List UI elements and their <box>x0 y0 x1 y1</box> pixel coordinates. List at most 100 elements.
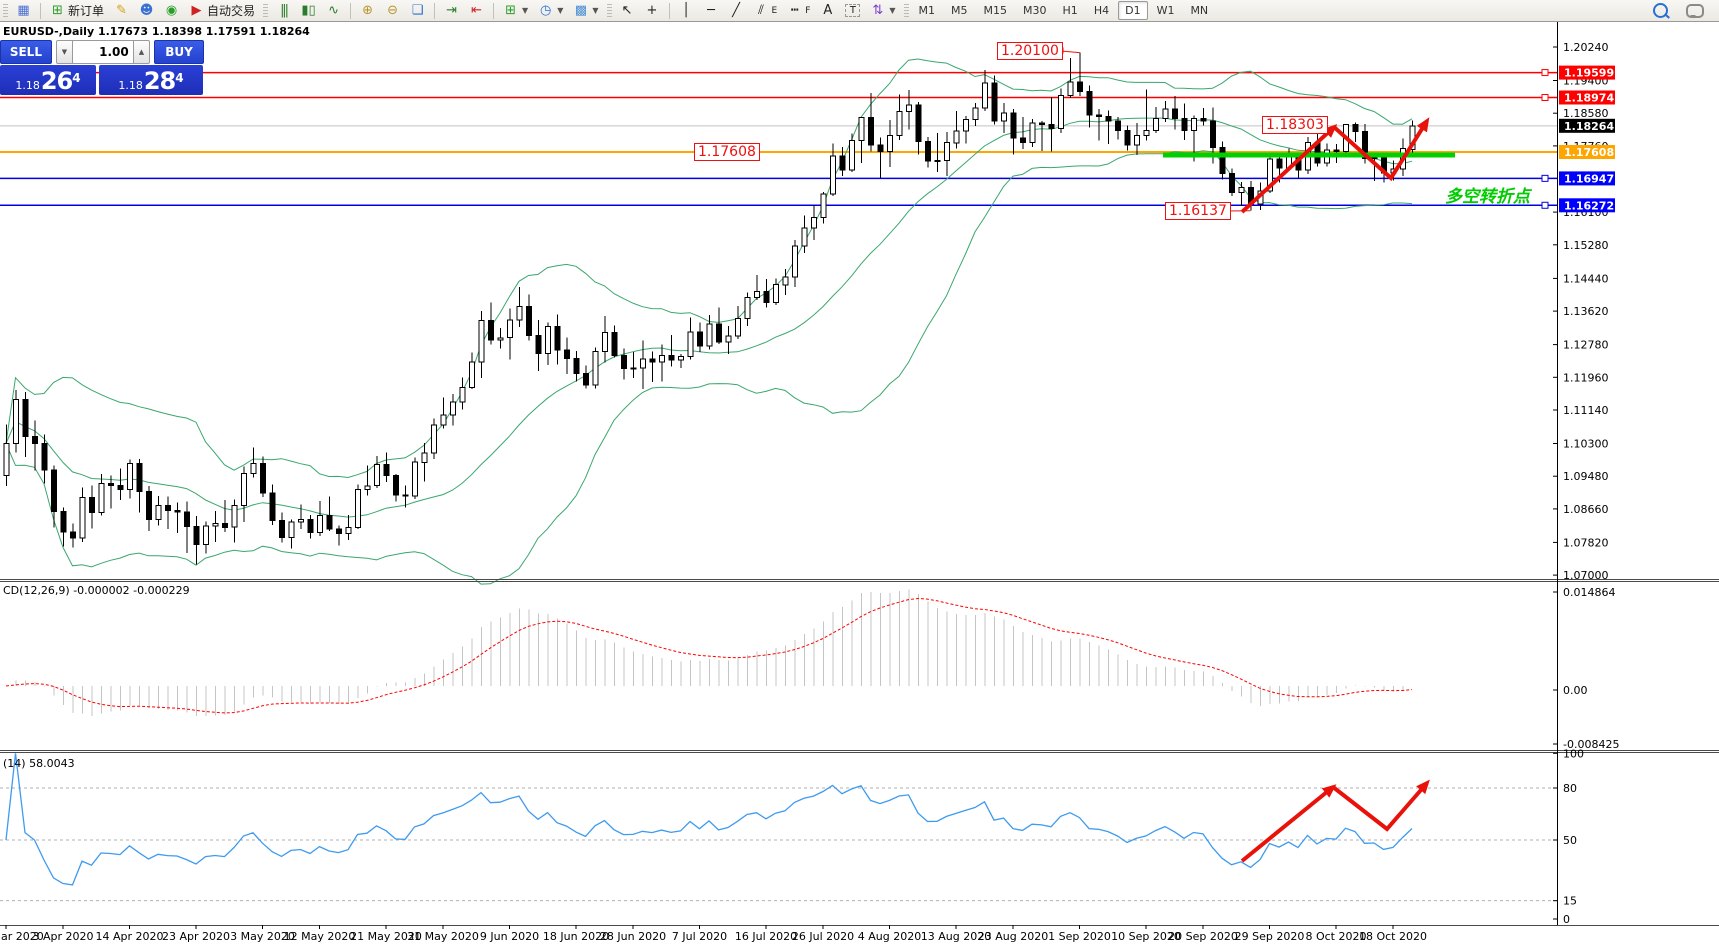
svg-text:18 Jun 2020: 18 Jun 2020 <box>543 930 609 943</box>
zoom-in-icon: ⊕ <box>362 3 373 18</box>
dropdown-arrow-icon: ▼ <box>889 6 896 15</box>
svg-text:4 Aug 2020: 4 Aug 2020 <box>858 930 921 943</box>
svg-text:20 Sep 2020: 20 Sep 2020 <box>1168 930 1238 943</box>
svg-text:3 May 2020: 3 May 2020 <box>230 930 295 943</box>
chart-shift-button[interactable]: ⇤ <box>464 0 489 21</box>
text-tool-button[interactable]: A <box>815 0 840 21</box>
annotation-bounce-label[interactable]: 1.18303 <box>1262 116 1328 134</box>
text-label-tool-button[interactable]: T <box>840 0 865 21</box>
periods-button[interactable]: ◷ ▼ <box>533 0 568 21</box>
bid-price-base: 1.18 <box>15 79 40 92</box>
dropdown-arrow-icon: ▼ <box>557 6 564 15</box>
svg-text:1.11140: 1.11140 <box>1563 404 1609 417</box>
timeframe-m5-button[interactable]: M5 <box>951 4 968 17</box>
toolbar-grip[interactable] <box>263 3 269 18</box>
search-button[interactable] <box>1648 0 1673 21</box>
timeframe-mn-button[interactable]: MN <box>1190 4 1209 17</box>
new-chart-button[interactable]: ▦ <box>11 0 36 21</box>
candlestick-button[interactable]: ▮▯ <box>296 0 321 21</box>
trend-arrows-main[interactable] <box>1240 117 1430 214</box>
new-order-button[interactable]: ⊞ 新订单 <box>45 0 109 21</box>
autotrading-button[interactable]: ▶ 自动交易 <box>184 0 260 21</box>
svg-text:26 Jul 2020: 26 Jul 2020 <box>792 930 854 943</box>
signals-button[interactable]: ◉ <box>159 0 184 21</box>
rsi-label: (14) 58.0043 <box>3 757 75 770</box>
svg-text:12 May 2020: 12 May 2020 <box>284 930 356 943</box>
toolbar-grip[interactable] <box>3 3 8 18</box>
svg-text:1.10300: 1.10300 <box>1563 438 1609 451</box>
timeframe-m30-button[interactable]: M30 <box>1023 4 1047 17</box>
svg-text:100: 100 <box>1563 747 1584 760</box>
indicators-button[interactable]: ⊞ ▼ <box>498 0 533 21</box>
ask-price-base: 1.18 <box>118 79 143 92</box>
toolbar-separator <box>434 2 436 19</box>
chart-shift-icon: ⇤ <box>471 3 482 18</box>
svg-text:7 Jul 2020: 7 Jul 2020 <box>672 930 727 943</box>
bid-price-display[interactable]: 1.18 26 4 <box>0 65 96 95</box>
hline-anchor[interactable] <box>1541 201 1549 209</box>
trendline-tool-button[interactable]: ╱ <box>724 0 749 21</box>
cursor-tool-button[interactable]: ↖ <box>615 0 640 21</box>
chat-icon <box>1686 3 1704 18</box>
annotation-turning-point-text[interactable]: 多空转折点 <box>1445 187 1530 207</box>
svg-text:80: 80 <box>1563 782 1577 795</box>
timeframe-m1-button[interactable]: M1 <box>918 4 936 17</box>
svg-text:0.014864: 0.014864 <box>1563 586 1616 599</box>
auto-scroll-button[interactable]: ⇥ <box>439 0 464 21</box>
volume-input[interactable]: 1.00 <box>73 40 133 64</box>
crosshair-tool-button[interactable]: + <box>640 0 665 21</box>
vertical-line-tool-button[interactable]: │ <box>674 0 699 21</box>
timeframe-m15-button[interactable]: M15 <box>983 4 1008 17</box>
sell-button[interactable]: SELL <box>0 40 52 64</box>
zoom-in-button[interactable]: ⊕ <box>355 0 380 21</box>
toolbar-grip[interactable] <box>903 3 909 18</box>
zoom-out-button[interactable]: ⊖ <box>380 0 405 21</box>
annotation-high-label[interactable]: 1.20100 <box>997 42 1063 60</box>
dropdown-arrow-icon: ▼ <box>592 6 599 15</box>
volume-decrease-button[interactable]: ▼ <box>55 40 74 64</box>
svg-text:1.17608: 1.17608 <box>1564 146 1614 159</box>
trend-arrows-rsi[interactable] <box>1240 779 1430 863</box>
annotation-support-label[interactable]: 1.17608 <box>694 143 760 161</box>
svg-text:1.07000: 1.07000 <box>1563 569 1609 582</box>
tile-windows-icon: ❏ <box>411 3 424 18</box>
candlestick-icon: ▮▯ <box>301 3 316 18</box>
toolbar-grip[interactable] <box>606 3 612 18</box>
metaeditor-button[interactable]: ✎ <box>109 0 134 21</box>
annotation-low-label[interactable]: 1.16137 <box>1165 202 1231 220</box>
timeframe-d1-button[interactable]: D1 <box>1118 1 1148 20</box>
hline-anchor[interactable] <box>1541 69 1549 77</box>
fibonacci-tool-button[interactable]: ┅ F <box>782 0 815 21</box>
main-toolbar: ▦ ⊞ 新订单 ✎ ☻ ◉ ▶ 自动交易 ‖| ▮▯ ∿ ⊕ ⊖ ❏ ⇥ ⇤ ⊞… <box>0 0 1719 22</box>
macd-axis: 0.014864 0.00 -0.008425 <box>1553 586 1619 751</box>
macd-histogram <box>15 589 1414 716</box>
bar-chart-button[interactable]: ‖| <box>271 0 296 21</box>
svg-text:23 Aug 2020: 23 Aug 2020 <box>978 930 1048 943</box>
horizontal-line-tool-button[interactable]: ─ <box>699 0 724 21</box>
channel-tool-button[interactable]: ⫽ E <box>749 0 783 21</box>
ask-price-display[interactable]: 1.18 28 4 <box>99 65 203 95</box>
arrows-tool-button[interactable]: ⇅ ▼ <box>865 0 900 21</box>
bid-price-pips: 26 <box>40 67 73 95</box>
rsi-line <box>5 753 1413 886</box>
horizontal-line-icon: ─ <box>707 3 715 18</box>
market-button[interactable]: ☻ <box>134 0 159 21</box>
svg-text:18 Oct 2020: 18 Oct 2020 <box>1359 930 1427 943</box>
timeframe-h1-button[interactable]: H1 <box>1062 4 1078 17</box>
svg-text:ar 2020: ar 2020 <box>1 930 44 943</box>
panel-borders <box>0 22 1719 926</box>
hline-anchor[interactable] <box>1541 93 1549 101</box>
timeframe-w1-button[interactable]: W1 <box>1156 4 1175 17</box>
buy-button[interactable]: BUY <box>154 40 204 64</box>
clock-icon: ◷ <box>540 3 552 18</box>
svg-text:3 Apr 2020: 3 Apr 2020 <box>32 930 93 943</box>
hline-anchor[interactable] <box>1541 174 1549 182</box>
chat-button[interactable] <box>1681 0 1709 21</box>
templates-button[interactable]: ▩ ▼ <box>568 0 603 21</box>
timeframe-h4-button[interactable]: H4 <box>1093 4 1110 17</box>
tile-windows-button[interactable]: ❏ <box>405 0 430 21</box>
svg-text:1.19599: 1.19599 <box>1564 67 1614 80</box>
line-chart-button[interactable]: ∿ <box>321 0 346 21</box>
volume-increase-button[interactable]: ▲ <box>132 40 151 64</box>
